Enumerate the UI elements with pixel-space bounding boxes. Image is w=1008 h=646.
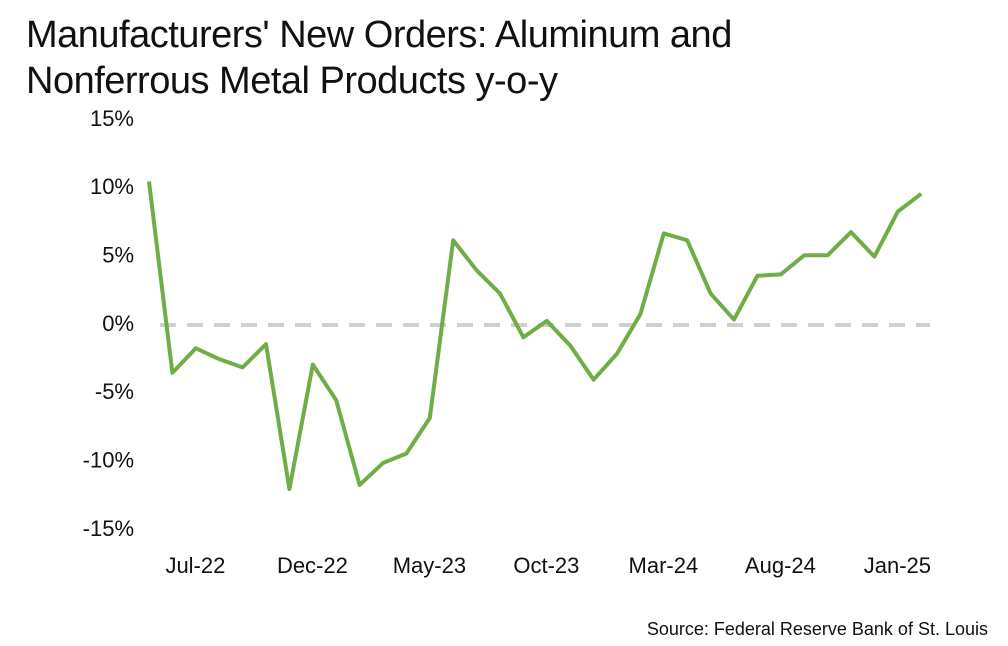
y-tick-label: 5% <box>102 242 134 267</box>
y-tick-label: -10% <box>83 447 134 472</box>
y-tick-label: 15% <box>90 106 134 131</box>
x-tick-label: Dec-22 <box>277 553 348 578</box>
x-tick-label: May-23 <box>393 553 466 578</box>
chart-title: Manufacturers' New Orders: Aluminum and … <box>26 14 732 102</box>
x-tick-label: Jul-22 <box>165 553 225 578</box>
x-tick-label: Aug-24 <box>745 553 816 578</box>
y-tick-label: -15% <box>83 516 134 541</box>
x-tick-label: Oct-23 <box>513 553 579 578</box>
y-tick-label: -5% <box>95 379 134 404</box>
x-tick-label: Jan-25 <box>864 553 931 578</box>
x-tick-label: Mar-24 <box>629 553 699 578</box>
y-tick-label: 0% <box>102 311 134 336</box>
source: Source: Federal Reserve Bank of St. Loui… <box>647 619 988 639</box>
y-tick-label: 10% <box>90 174 134 199</box>
data-line <box>147 181 923 491</box>
